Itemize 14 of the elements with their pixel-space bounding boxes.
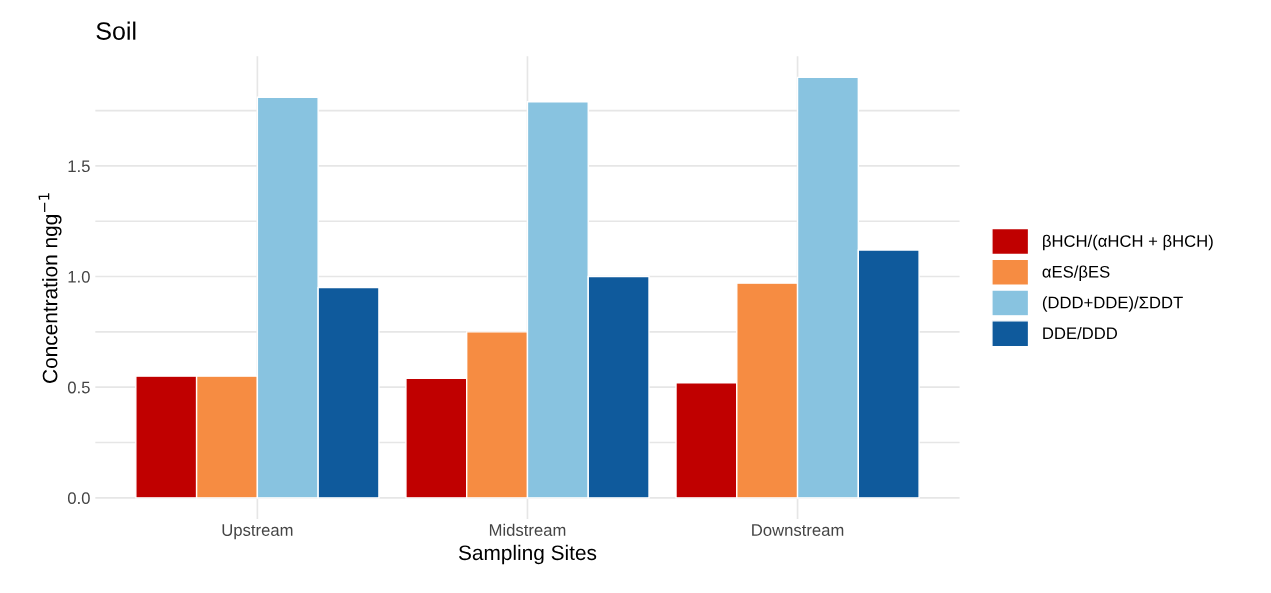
- legend-label: αES/βES: [1042, 265, 1110, 281]
- x-tick-label: Midstream: [489, 523, 566, 536]
- y-tick-label: 1.5: [68, 160, 90, 173]
- y-tick-label: 1.0: [68, 270, 90, 283]
- x-axis-title: Sampling Sites: [458, 544, 597, 565]
- y-axis-title: Concentration ngg$^{−1}$: [38, 193, 62, 383]
- y-tick-label: 0.0: [67, 492, 90, 505]
- chart-title: Soil: [96, 21, 136, 40]
- x-tick-label: Downstream: [752, 524, 844, 536]
- legend-label: βHCH/(αHCH + βHCH): [1043, 234, 1213, 251]
- legend-label: (DDD+DDE)/ΣDDT: [1042, 296, 1183, 312]
- x-tick-label: Upstream: [222, 524, 293, 540]
- y-tick-label: 0.5: [67, 381, 90, 394]
- legend-label: DDE/DDD: [1043, 326, 1118, 340]
